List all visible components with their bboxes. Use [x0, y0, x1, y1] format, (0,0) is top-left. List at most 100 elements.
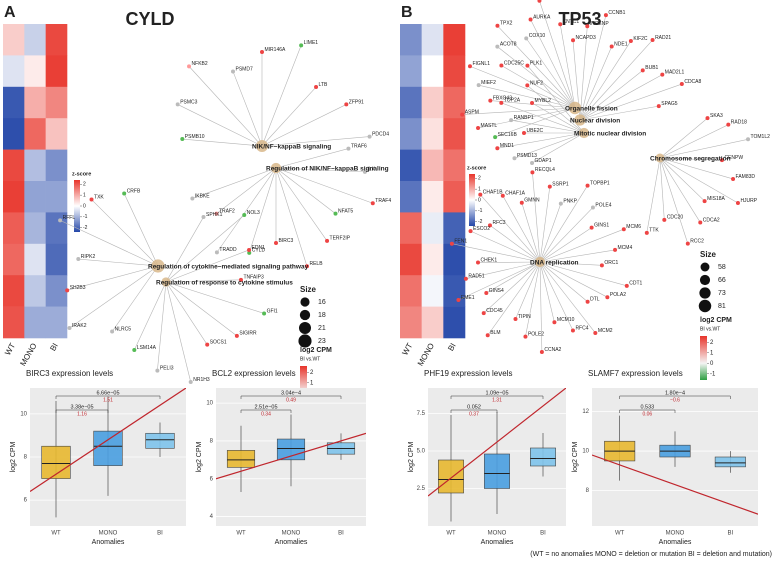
gene-node	[304, 264, 309, 269]
chart-title: SLAMF7 expression levels	[588, 369, 683, 378]
heatmap-cell	[400, 86, 422, 119]
x-axis-label: Anomalies	[92, 539, 125, 546]
gene-node	[512, 156, 517, 161]
size-legend-label: 66	[718, 277, 726, 284]
x-tick-label: WT	[51, 531, 61, 537]
network-edge	[502, 195, 541, 263]
heatmap-cell	[400, 275, 422, 307]
gene-node	[110, 329, 115, 334]
gene-label: SKA3	[710, 113, 723, 119]
colorbar-tick-label: 2	[83, 182, 86, 188]
gene-label: TTK	[649, 228, 659, 234]
gene-node	[344, 102, 349, 107]
x-axis-label: Anomalies	[275, 539, 308, 546]
gene-label: CDC20	[667, 215, 684, 221]
term-label: Nuclear division	[570, 118, 620, 125]
gene-label: NFKB2	[192, 61, 208, 67]
comparison-bracket	[55, 395, 161, 399]
trend-line	[428, 388, 566, 497]
network-edge	[579, 39, 653, 121]
gene-node	[628, 38, 633, 43]
gene-node	[552, 320, 557, 325]
trend-line	[592, 454, 758, 515]
gene-node	[488, 98, 493, 103]
legend-title: z-score	[467, 165, 486, 171]
heatmap-cell	[400, 24, 422, 56]
network-edge	[659, 138, 749, 159]
heatmap-cell	[443, 149, 466, 182]
network-edge	[539, 261, 602, 266]
gene-node	[593, 330, 598, 335]
heatmap-cell	[443, 181, 466, 213]
cpm-legend-subtitle: BI vs.WT	[700, 326, 720, 332]
comparison-bracket	[619, 409, 676, 413]
gene-label: NOL3	[247, 210, 260, 216]
gene-node	[155, 368, 160, 373]
x-tick-label: MONO	[99, 531, 118, 537]
gene-node	[476, 126, 481, 131]
network-edge	[478, 84, 576, 109]
heatmap-cell	[45, 275, 68, 307]
gene-node	[698, 220, 703, 225]
panel-title: TP53	[558, 9, 601, 29]
gene-label: TRAF2	[219, 208, 235, 214]
network-edge	[530, 19, 576, 109]
heatmap-cell	[3, 118, 25, 150]
network-edge	[527, 65, 585, 134]
gene-node	[558, 22, 563, 27]
gene-label: FAM83D	[736, 174, 756, 180]
heatmap-cell	[443, 306, 466, 339]
x-tick-label: BI	[338, 531, 344, 537]
network-edge	[559, 24, 576, 109]
network-edge	[532, 172, 541, 263]
y-tick-label: 10	[582, 449, 589, 455]
gene-node	[525, 63, 530, 68]
gene-label: RAD21	[655, 35, 671, 41]
gene-node	[495, 146, 500, 151]
gene-node	[67, 325, 72, 330]
gene-node	[621, 227, 626, 232]
gene-label: TRADD	[219, 247, 237, 253]
network-edge	[579, 105, 659, 121]
colorbar-tick-label: -1	[83, 214, 88, 220]
size-legend-dot	[298, 334, 312, 348]
network-edge	[232, 71, 263, 147]
gene-label: SPAG5	[661, 101, 678, 107]
gene-label: CCNB1	[608, 10, 625, 16]
heatmap-cell	[24, 181, 46, 213]
gene-node	[523, 334, 528, 339]
network-edge	[165, 249, 250, 283]
network-edge	[470, 230, 541, 263]
gene-label: SEC16B	[498, 132, 518, 138]
network-edge	[261, 136, 370, 147]
gene-node	[65, 288, 70, 293]
size-legend-dot	[699, 287, 711, 299]
y-axis-label: log2 CPM	[10, 441, 17, 472]
gene-node	[214, 211, 219, 216]
gene-node	[603, 13, 608, 18]
x-axis-label: Anomalies	[659, 539, 692, 546]
network-edge	[489, 225, 541, 263]
network-edge	[579, 74, 663, 121]
gene-node	[467, 64, 472, 69]
network-edge	[511, 119, 585, 134]
gene-label: FEN1	[454, 239, 467, 245]
trend-line	[216, 432, 366, 480]
gene-label: MIEF2	[481, 80, 496, 86]
network-edge	[123, 193, 159, 267]
gene-node	[214, 250, 219, 255]
gene-label: ESCO2	[473, 226, 490, 232]
heatmap-cell	[24, 243, 46, 276]
gene-node	[558, 201, 563, 206]
gene-label: LSM14A	[137, 345, 157, 351]
size-legend-label: 73	[718, 290, 726, 297]
heatmap-cell	[443, 24, 466, 56]
gene-label: CHAF1B	[483, 189, 503, 195]
heatmap-cell	[45, 86, 68, 119]
heatmap-cell	[24, 275, 46, 307]
heatmap-cell	[400, 149, 422, 182]
heatmap-cell	[421, 55, 444, 88]
gene-label: GINS4	[489, 288, 504, 294]
gene-node	[656, 104, 661, 109]
network-edge	[261, 86, 317, 147]
